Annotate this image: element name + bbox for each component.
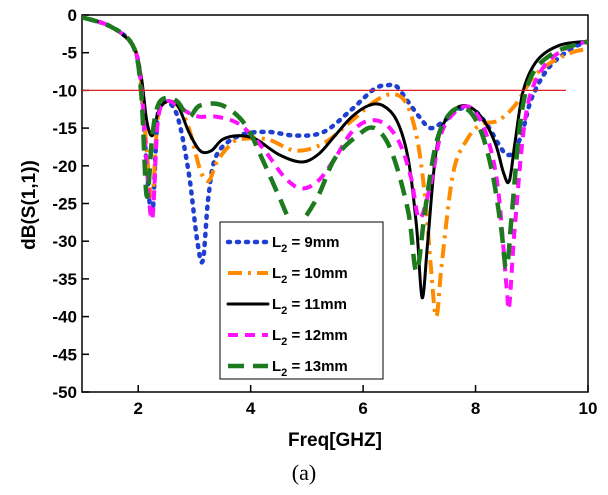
x-tick-label: 10	[579, 399, 598, 418]
legend-label-5: L2 = 13mm	[272, 358, 348, 379]
legend-symbol: L	[272, 358, 281, 375]
series-line-5	[82, 15, 588, 274]
x-tick-label: 8	[471, 399, 480, 418]
legend-label-2: L2 = 10mm	[272, 265, 348, 286]
legend-subscript: 2	[281, 274, 287, 286]
x-axis-title: Freq[GHZ]	[288, 430, 382, 451]
y-tick-label: -40	[52, 308, 77, 327]
legend-value: = 13mm	[287, 358, 347, 375]
y-tick-label: -20	[52, 157, 77, 176]
legend-value: = 10mm	[287, 265, 347, 282]
x-tick-label: 2	[133, 399, 142, 418]
legend-label-4: L2 = 12mm	[272, 327, 348, 348]
y-tick-label: -30	[52, 232, 77, 251]
legend-subscript: 2	[281, 367, 287, 379]
legend-subscript: 2	[281, 243, 287, 255]
tick-labels: 2 4 6 8 10 0 -5 -10 -15 -20 -25 -30 -35 -40 -45 -50	[52, 6, 597, 418]
legend-symbol: L	[272, 234, 281, 251]
y-tick-label: -5	[62, 44, 77, 63]
x-tick-label: 4	[246, 399, 256, 418]
series-line-4	[82, 15, 588, 312]
y-axis-title: dB(S(1,1))	[19, 160, 40, 250]
legend-symbol: L	[272, 265, 281, 282]
legend-value: = 11mm	[287, 296, 347, 313]
y-tick-label: -45	[52, 345, 77, 364]
y-tick-label: 0	[68, 6, 77, 25]
y-tick-label: -50	[52, 383, 77, 402]
y-tick-label: -35	[52, 270, 77, 289]
legend-value: = 9mm	[287, 234, 339, 251]
legend-symbol: L	[272, 296, 281, 313]
axis-ticks	[82, 14, 589, 393]
legend-label-1: L2 = 9mm	[272, 234, 339, 255]
legend-symbol: L	[272, 327, 281, 344]
legend-label-3: L2 = 11mm	[272, 296, 347, 317]
y-tick-label: -10	[52, 81, 77, 100]
y-tick-label: -15	[52, 119, 77, 138]
legend-subscript: 2	[281, 336, 287, 348]
legend-value: = 12mm	[287, 327, 347, 344]
figure-caption: (a)	[292, 460, 316, 485]
series-layer	[82, 15, 588, 319]
x-tick-label: 6	[358, 399, 367, 418]
legend-box	[219, 221, 384, 380]
y-tick-label: -25	[52, 195, 77, 214]
legend-subscript: 2	[281, 305, 287, 317]
